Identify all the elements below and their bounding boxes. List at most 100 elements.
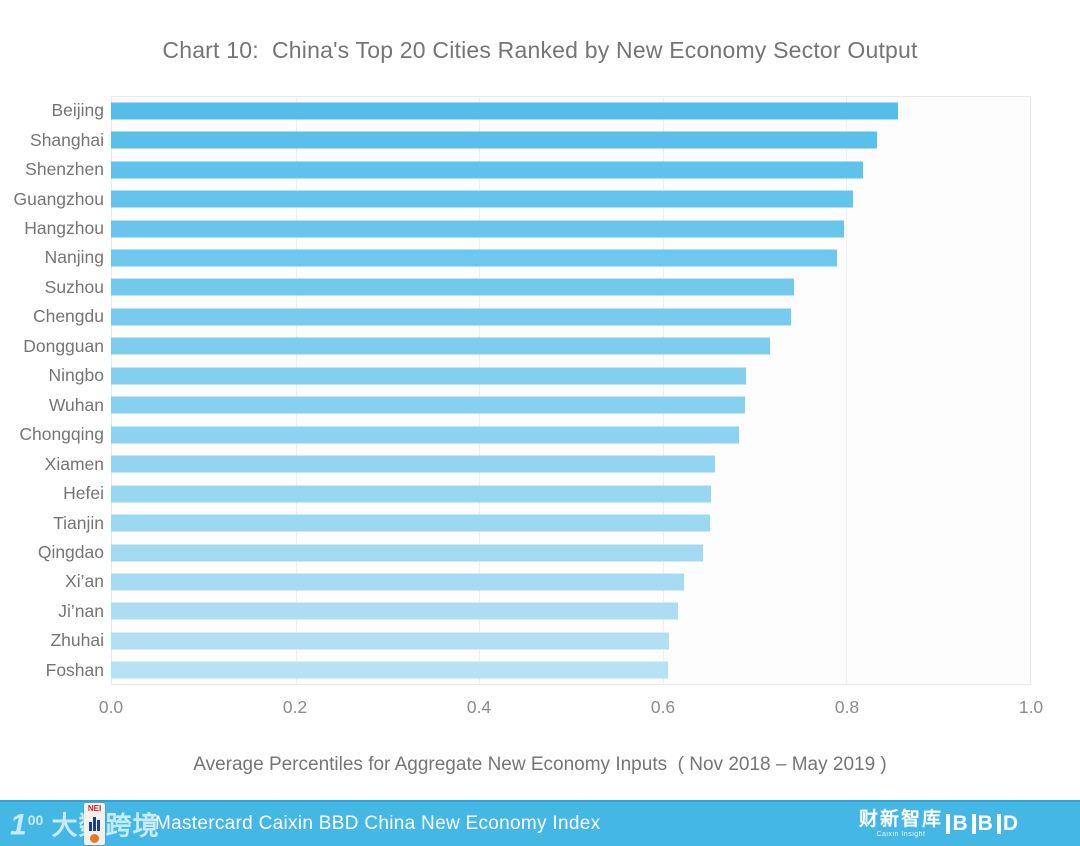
bar bbox=[111, 514, 710, 532]
gridline bbox=[479, 97, 481, 684]
bar bbox=[111, 308, 791, 326]
bar bbox=[111, 544, 703, 562]
bar bbox=[111, 573, 685, 591]
chart-row: Xi’an bbox=[0, 567, 1080, 596]
city-label: Suzhou bbox=[44, 276, 104, 297]
bar bbox=[111, 161, 863, 179]
bar bbox=[111, 131, 878, 149]
chart-row: Nanjing bbox=[0, 243, 1080, 272]
city-label: Qingdao bbox=[37, 542, 104, 563]
watermark-logo: 100 大数跨境 bbox=[10, 806, 160, 843]
bar-track bbox=[111, 391, 1031, 420]
chart-row: Shenzhen bbox=[0, 155, 1080, 184]
x-axis-tick: 0.0 bbox=[98, 697, 124, 717]
city-label: Nanjing bbox=[44, 247, 104, 268]
bar bbox=[111, 190, 853, 208]
city-label: Wuhan bbox=[48, 394, 104, 415]
bar-chart: Beijing Shanghai Shenzhen Guangzhou Hangzhou… bbox=[0, 96, 1080, 685]
chart-row: Dongguan bbox=[0, 332, 1080, 361]
bar-track bbox=[111, 273, 1031, 302]
chart-row: Zhuhai bbox=[0, 626, 1080, 655]
bar bbox=[111, 220, 845, 238]
city-label: Shanghai bbox=[30, 129, 104, 150]
caixin-insight-logo: 财新智库 Caixin Insight bbox=[859, 810, 943, 838]
bar-track bbox=[111, 449, 1031, 478]
bbd-logo-letter: B bbox=[971, 813, 993, 834]
nei-app-icon: NEI bbox=[84, 803, 105, 845]
bar-track bbox=[111, 332, 1031, 361]
city-label: Chongqing bbox=[19, 424, 104, 445]
chart-row: Hefei bbox=[0, 479, 1080, 508]
x-axis-tick: 0.8 bbox=[834, 697, 860, 717]
watermark-digit: 1 bbox=[10, 808, 28, 842]
bar-track bbox=[111, 243, 1031, 272]
bar-track bbox=[111, 125, 1031, 154]
bar bbox=[111, 632, 669, 650]
city-label: Chengdu bbox=[32, 306, 104, 327]
chart-row: Qingdao bbox=[0, 538, 1080, 567]
bar-track bbox=[111, 508, 1031, 537]
nei-icon-bars bbox=[89, 816, 100, 831]
chart-row: Foshan bbox=[0, 656, 1080, 685]
bar-track bbox=[111, 656, 1031, 685]
bar-track bbox=[111, 597, 1031, 626]
bar-track bbox=[111, 302, 1031, 331]
chart-row: Hangzhou bbox=[0, 214, 1080, 243]
bar bbox=[111, 337, 770, 355]
watermark-text: 大数跨境 bbox=[51, 810, 160, 841]
bar-track bbox=[111, 361, 1031, 390]
x-axis-label: Average Percentiles for Aggregate New Ec… bbox=[193, 754, 887, 775]
bar bbox=[111, 249, 837, 267]
bbd-logo-letter: D bbox=[996, 813, 1018, 834]
bar-track bbox=[111, 626, 1031, 655]
gridline bbox=[846, 97, 848, 684]
bar bbox=[111, 485, 711, 503]
x-axis-tick: 1.0 bbox=[1018, 697, 1044, 717]
bar-track bbox=[111, 214, 1031, 243]
chart-rows: Beijing Shanghai Shenzhen Guangzhou Hangzhou… bbox=[0, 96, 1080, 685]
bar-track bbox=[111, 420, 1031, 449]
x-axis-tick: 0.6 bbox=[650, 697, 676, 717]
footer-title: Mastercard Caixin BBD China New Economy … bbox=[155, 813, 601, 834]
bar bbox=[111, 426, 740, 444]
city-label: Guangzhou bbox=[13, 188, 105, 209]
city-label: Xiamen bbox=[44, 453, 104, 474]
gridline bbox=[662, 97, 664, 684]
chart-row: Chengdu bbox=[0, 302, 1080, 331]
page-title: Chart 10: China's Top 20 Cities Ranked b… bbox=[162, 37, 918, 63]
city-label: Beijing bbox=[51, 100, 104, 121]
bar bbox=[111, 278, 794, 296]
chart-row: Wuhan bbox=[0, 391, 1080, 420]
city-label: Zhuhai bbox=[50, 630, 104, 651]
chart-row: Shanghai bbox=[0, 125, 1080, 154]
city-label: Hangzhou bbox=[24, 218, 104, 239]
chart-row: Ji’nan bbox=[0, 597, 1080, 626]
bar-track bbox=[111, 155, 1031, 184]
bar bbox=[111, 661, 668, 679]
city-label: Foshan bbox=[45, 659, 104, 680]
x-axis: 0.0 0.2 0.4 0.6 0.8 1.0 bbox=[99, 697, 1043, 721]
chart-row: Ningbo bbox=[0, 361, 1080, 390]
bar-track bbox=[111, 96, 1031, 125]
bar bbox=[111, 367, 746, 385]
bar bbox=[111, 455, 715, 473]
footer-bar: 100 大数跨境 NEI Mastercard Caixin BBD China… bbox=[0, 800, 1080, 846]
bar bbox=[111, 602, 678, 620]
watermark-superscript: 00 bbox=[27, 811, 44, 828]
bar-track bbox=[111, 538, 1031, 567]
bbd-logo-letter: B bbox=[946, 813, 968, 834]
city-label: Xi’an bbox=[65, 571, 104, 592]
bar-track bbox=[111, 567, 1031, 596]
chart-row: Tianjin bbox=[0, 508, 1080, 537]
x-axis-tick: 0.2 bbox=[282, 697, 308, 717]
chart-row: Chongqing bbox=[0, 420, 1080, 449]
city-label: Ji’nan bbox=[58, 600, 104, 621]
bar-track bbox=[111, 479, 1031, 508]
city-label: Shenzhen bbox=[25, 159, 104, 180]
bar bbox=[111, 396, 745, 414]
chart-row: Xiamen bbox=[0, 449, 1080, 478]
city-label: Dongguan bbox=[23, 335, 104, 356]
x-axis-tick: 0.4 bbox=[466, 697, 492, 717]
city-label: Ningbo bbox=[48, 365, 104, 386]
